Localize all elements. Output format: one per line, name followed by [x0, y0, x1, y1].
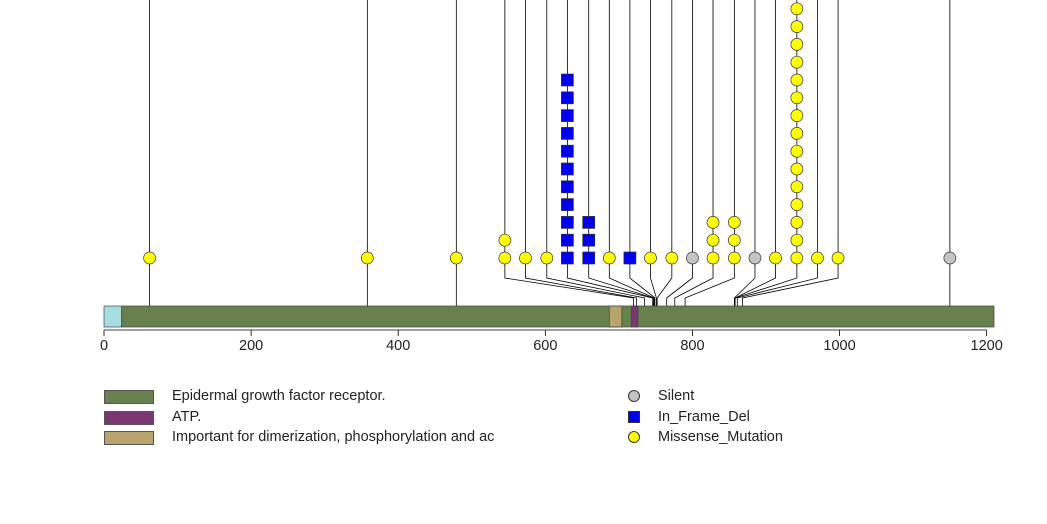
marker-in-frame-del-659-1 — [582, 251, 596, 265]
marker-missense-mutation-970-1 — [811, 251, 824, 265]
marker-in-frame-del-659-2 — [582, 233, 596, 247]
marker-in-frame-del-630-8 — [561, 127, 574, 140]
marker-missense-mutation-743-1 — [644, 251, 657, 265]
legend-label-dimerization: Important for dimerization, phosphorylat… — [172, 429, 495, 445]
marker-in-frame-del-630-9 — [561, 109, 574, 122]
marker-missense-mutation-62-1 — [143, 251, 156, 265]
marker-missense-mutation-828-3 — [706, 216, 720, 229]
stem-silent-800 — [666, 0, 693, 327]
legend-label-missense: Missense_Mutation — [658, 429, 783, 445]
stem-silent-885 — [733, 0, 756, 327]
marker-missense-mutation-942-4 — [790, 198, 804, 211]
x-tick-label-400: 400 — [386, 338, 410, 354]
marker-missense-mutation-942-10 — [790, 91, 804, 105]
legend-swatch-atp — [104, 410, 154, 425]
legend-label-silent: Silent — [658, 388, 695, 404]
marker-in-frame-del-630-6 — [561, 162, 574, 176]
marker-in-frame-del-659-3 — [582, 216, 596, 229]
marker-in-frame-del-630-11 — [561, 73, 574, 87]
marker-in-frame-del-630-10 — [561, 91, 574, 105]
mutation-markers — [143, 2, 957, 265]
marker-in-frame-del-630-2 — [561, 233, 574, 247]
marker-in-frame-del-630-1 — [561, 251, 574, 265]
marker-missense-mutation-772-1 — [665, 251, 679, 265]
marker-silent-885-1 — [748, 251, 762, 265]
x-tick-label-1200: 1200 — [971, 338, 1003, 354]
marker-missense-mutation-942-8 — [790, 127, 804, 140]
marker-silent-1150-1 — [943, 251, 957, 265]
region-signal-peptide — [103, 305, 123, 328]
marker-missense-mutation-942-14 — [790, 20, 804, 33]
marker-missense-mutation-998-1 — [831, 251, 845, 265]
x-tick-label-600: 600 — [533, 338, 557, 354]
stem-in-frame-del-715 — [629, 0, 656, 327]
stem-in-frame-del-659 — [588, 0, 654, 327]
marker-missense-mutation-942-9 — [790, 109, 804, 122]
stem-missense-mutation-743 — [650, 0, 657, 327]
marker-missense-mutation-545-2 — [498, 233, 512, 247]
marker-in-frame-del-630-4 — [561, 198, 574, 211]
legend-marker-in-frame-del — [628, 410, 640, 423]
marker-in-frame-del-630-7 — [561, 144, 574, 158]
legend-label-in-frame-del: In_Frame_Del — [658, 408, 750, 425]
stem-missense-mutation-998 — [742, 0, 839, 327]
x-axis: 0 200 400 600 800 1000 1200 — [100, 329, 1003, 354]
region-epidermal-growth-factor-receptor — [121, 305, 995, 328]
marker-missense-mutation-602-1 — [540, 251, 554, 265]
marker-missense-mutation-942-11 — [790, 73, 804, 87]
stem-missense-mutation-970 — [736, 0, 818, 327]
marker-missense-mutation-358-1 — [360, 251, 374, 265]
marker-missense-mutation-942-5 — [790, 180, 804, 194]
marker-missense-mutation-545-1 — [498, 251, 512, 265]
mutation-stems — [149, 0, 951, 327]
marker-missense-mutation-573-1 — [519, 251, 532, 265]
x-tick-label-800: 800 — [680, 338, 704, 354]
legend-label-egfr: Epidermal growth factor receptor. — [172, 388, 386, 404]
marker-missense-mutation-942-6 — [790, 162, 804, 176]
marker-in-frame-del-630-5 — [561, 180, 574, 194]
region-atp — [631, 305, 639, 328]
legend-swatch-egfr — [104, 390, 154, 404]
marker-missense-mutation-857-3 — [728, 216, 741, 229]
x-tick-label-200: 200 — [239, 338, 263, 354]
marker-missense-mutation-828-1 — [706, 251, 720, 265]
stem-missense-mutation-573 — [525, 0, 637, 327]
marker-missense-mutation-857-1 — [728, 251, 741, 265]
marker-missense-mutation-942-13 — [790, 38, 804, 51]
marker-missense-mutation-828-2 — [706, 233, 720, 247]
stem-missense-mutation-687 — [608, 0, 655, 327]
stem-missense-mutation-828 — [674, 0, 714, 327]
marker-missense-mutation-942-7 — [790, 144, 804, 158]
marker-in-frame-del-630-3 — [561, 216, 574, 229]
stem-missense-mutation-942 — [734, 0, 798, 327]
marker-missense-mutation-913-1 — [769, 251, 782, 265]
legend-label-atp: ATP. — [172, 408, 202, 425]
marker-missense-mutation-857-2 — [728, 233, 741, 247]
x-tick-label-1000: 1000 — [823, 338, 855, 354]
marker-in-frame-del-715-1 — [623, 251, 637, 265]
marker-missense-mutation-942-1 — [790, 251, 804, 265]
marker-missense-mutation-942-3 — [790, 216, 804, 229]
legend-swatch-dimerization — [104, 431, 154, 445]
marker-missense-mutation-479-1 — [449, 251, 463, 265]
protein-track — [103, 305, 995, 328]
region-important-for-dimerization-phosphorylation-and-ac — [608, 305, 623, 328]
legend-marker-missense — [628, 431, 640, 443]
stem-missense-mutation-772 — [656, 0, 673, 327]
marker-missense-mutation-942-12 — [790, 55, 804, 69]
marker-missense-mutation-942-15 — [790, 2, 804, 16]
legend-marker-silent — [628, 390, 640, 402]
marker-missense-mutation-942-2 — [790, 233, 804, 247]
marker-missense-mutation-687-1 — [602, 251, 616, 265]
x-tick-label-0: 0 — [100, 338, 108, 354]
marker-silent-800-1 — [686, 251, 699, 265]
